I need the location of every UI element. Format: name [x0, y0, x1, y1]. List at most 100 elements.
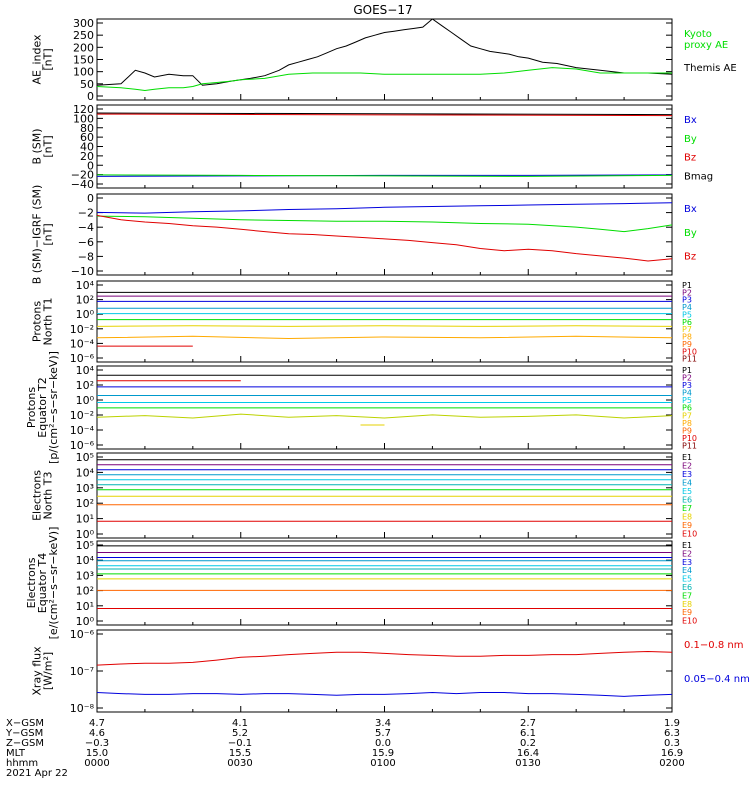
- panel-frame: [96, 280, 673, 363]
- y-axis-label: ElectronsEquator T4[e/(cm²−s−sr−keV)]: [25, 527, 60, 640]
- xaxis-value: 6.1: [520, 728, 536, 739]
- legend-label: P2: [682, 288, 692, 297]
- series-line-kyoto-proxy-ae: [96, 67, 672, 92]
- xaxis-value: 5.2: [232, 728, 248, 739]
- y-tick-label: 150: [73, 54, 94, 67]
- xaxis-value: 0100: [370, 758, 395, 769]
- y-tick-label: 10⁴: [76, 279, 95, 292]
- legend-label: P6: [682, 318, 692, 327]
- y-tick-label: 0: [87, 192, 94, 205]
- xaxis-value: 16.9: [661, 748, 683, 759]
- legend-label: P8: [682, 333, 692, 342]
- y-tick-label: 10⁴: [76, 364, 95, 377]
- xaxis-value: −0.1: [228, 738, 252, 749]
- xaxis-value: 0130: [515, 758, 540, 769]
- y-tick-label: 300: [73, 17, 94, 30]
- y-tick-label: 0: [87, 159, 94, 172]
- xaxis-value: −0.3: [85, 738, 109, 749]
- legend-label: P7: [682, 411, 692, 420]
- legend-label: P3: [682, 296, 692, 305]
- y-tick-label: −10: [71, 265, 94, 278]
- series-line-0-1-0-8-nm: [96, 650, 673, 666]
- y-tick-label: 80: [80, 122, 94, 135]
- xaxis-value: 15.0: [86, 748, 108, 759]
- y-tick-label: 10⁻⁶: [70, 628, 95, 641]
- y-axis-label: B (SM)[nT]: [31, 128, 55, 164]
- y-tick-label: −40: [71, 178, 94, 191]
- y-tick-label: 10⁻⁶: [70, 439, 95, 452]
- xaxis-row-label: MLT: [6, 748, 26, 759]
- legend-label: Bz: [684, 252, 696, 263]
- y-tick-label: 10⁰: [76, 615, 95, 628]
- legend-label: E2: [682, 549, 692, 558]
- panel-frame: [96, 452, 673, 539]
- legend-label: P4: [682, 303, 692, 312]
- series-line-p8: [96, 335, 673, 340]
- panel-5: 10⁴ 10² 10⁰ 10⁻² 10⁻⁴ 10⁻⁶ ProtonsEquator T2[p…: [25, 351, 697, 464]
- legend-label: P6: [682, 404, 692, 413]
- panel-8: 10⁻⁶ 10⁻⁷ 10⁻⁸ Xray flux[W/m²] 0.1−0.8 nm 0.0…: [31, 628, 750, 715]
- y-tick-label: 10²: [76, 294, 94, 307]
- y-tick-label: 60: [80, 131, 94, 144]
- y-tick-label: −4: [78, 221, 94, 234]
- y-tick-label: 10²: [76, 379, 94, 392]
- y-tick-label: 250: [73, 29, 94, 42]
- legend-label: 0.05−0.4 nm: [684, 674, 750, 685]
- y-tick-label: 10¹: [76, 600, 94, 613]
- y-tick-label: 10²: [76, 585, 94, 598]
- xaxis-row-label: Y−GSM: [5, 728, 43, 739]
- y-tick-label: −6: [78, 236, 94, 249]
- y-tick-label: 40: [80, 141, 94, 154]
- xaxis-value: 1.9: [664, 718, 680, 729]
- series-line-bx: [96, 202, 673, 214]
- legend-label: P8: [682, 419, 692, 428]
- panel-frame: [96, 629, 673, 713]
- legend-label: P2: [682, 374, 692, 383]
- legend-label: 0.1−0.8 nm: [684, 640, 743, 651]
- legend-label: P1: [682, 281, 692, 290]
- y-tick-label: 10⁵: [76, 539, 94, 552]
- y-tick-label: −2: [78, 207, 94, 220]
- xaxis-value: 0200: [659, 758, 684, 769]
- series-line-0-05-0-4-nm: [96, 691, 673, 697]
- xaxis-value: 0000: [84, 758, 109, 769]
- xaxis-value: 6.3: [664, 728, 680, 739]
- legend-label: E5: [682, 575, 692, 584]
- legend-label: E2: [682, 462, 692, 471]
- xaxis-value: 0.2: [520, 738, 536, 749]
- y-tick-label: 10⁰: [76, 308, 95, 321]
- legend-label: E1: [682, 453, 692, 462]
- legend-label: E6: [682, 496, 692, 505]
- legend-label: Themis AE: [683, 63, 737, 74]
- y-tick-label: 10⁻⁴: [70, 424, 95, 437]
- legend-label: E3: [682, 470, 692, 479]
- y-axis-label: Xray flux[W/m²]: [31, 646, 55, 696]
- xaxis-value: 4.1: [232, 718, 248, 729]
- legend-label: P9: [682, 426, 692, 435]
- y-tick-label: 10⁻⁸: [70, 702, 95, 715]
- y-tick-label: 10⁻²: [70, 323, 94, 336]
- y-tick-label: 0: [87, 90, 94, 103]
- legend-label: P10: [682, 434, 697, 443]
- legend-label: Bmag: [684, 172, 713, 183]
- y-tick-label: 10²: [76, 497, 94, 510]
- y-tick-label: 10³: [76, 569, 94, 582]
- y-tick-label: 10⁰: [76, 394, 95, 407]
- y-axis-label: B (SM)−IGRF (SM)[nT]: [31, 185, 55, 285]
- legend-label: P10: [682, 347, 697, 356]
- legend-label: P7: [682, 325, 692, 334]
- legend-label: E1: [682, 541, 692, 550]
- legend-label: E7: [682, 591, 692, 600]
- series-line-bmag: [96, 112, 673, 116]
- xaxis-value: 15.5: [229, 748, 251, 759]
- legend-label: P3: [682, 381, 692, 390]
- legend-label: E9: [682, 608, 692, 617]
- legend-label: E8: [682, 600, 692, 609]
- panel-3: 0 −2−4 −6−8 −10 B (SM)−IGRF (SM)[nT] Bx By Bz: [31, 185, 697, 285]
- legend-label: P4: [682, 389, 692, 398]
